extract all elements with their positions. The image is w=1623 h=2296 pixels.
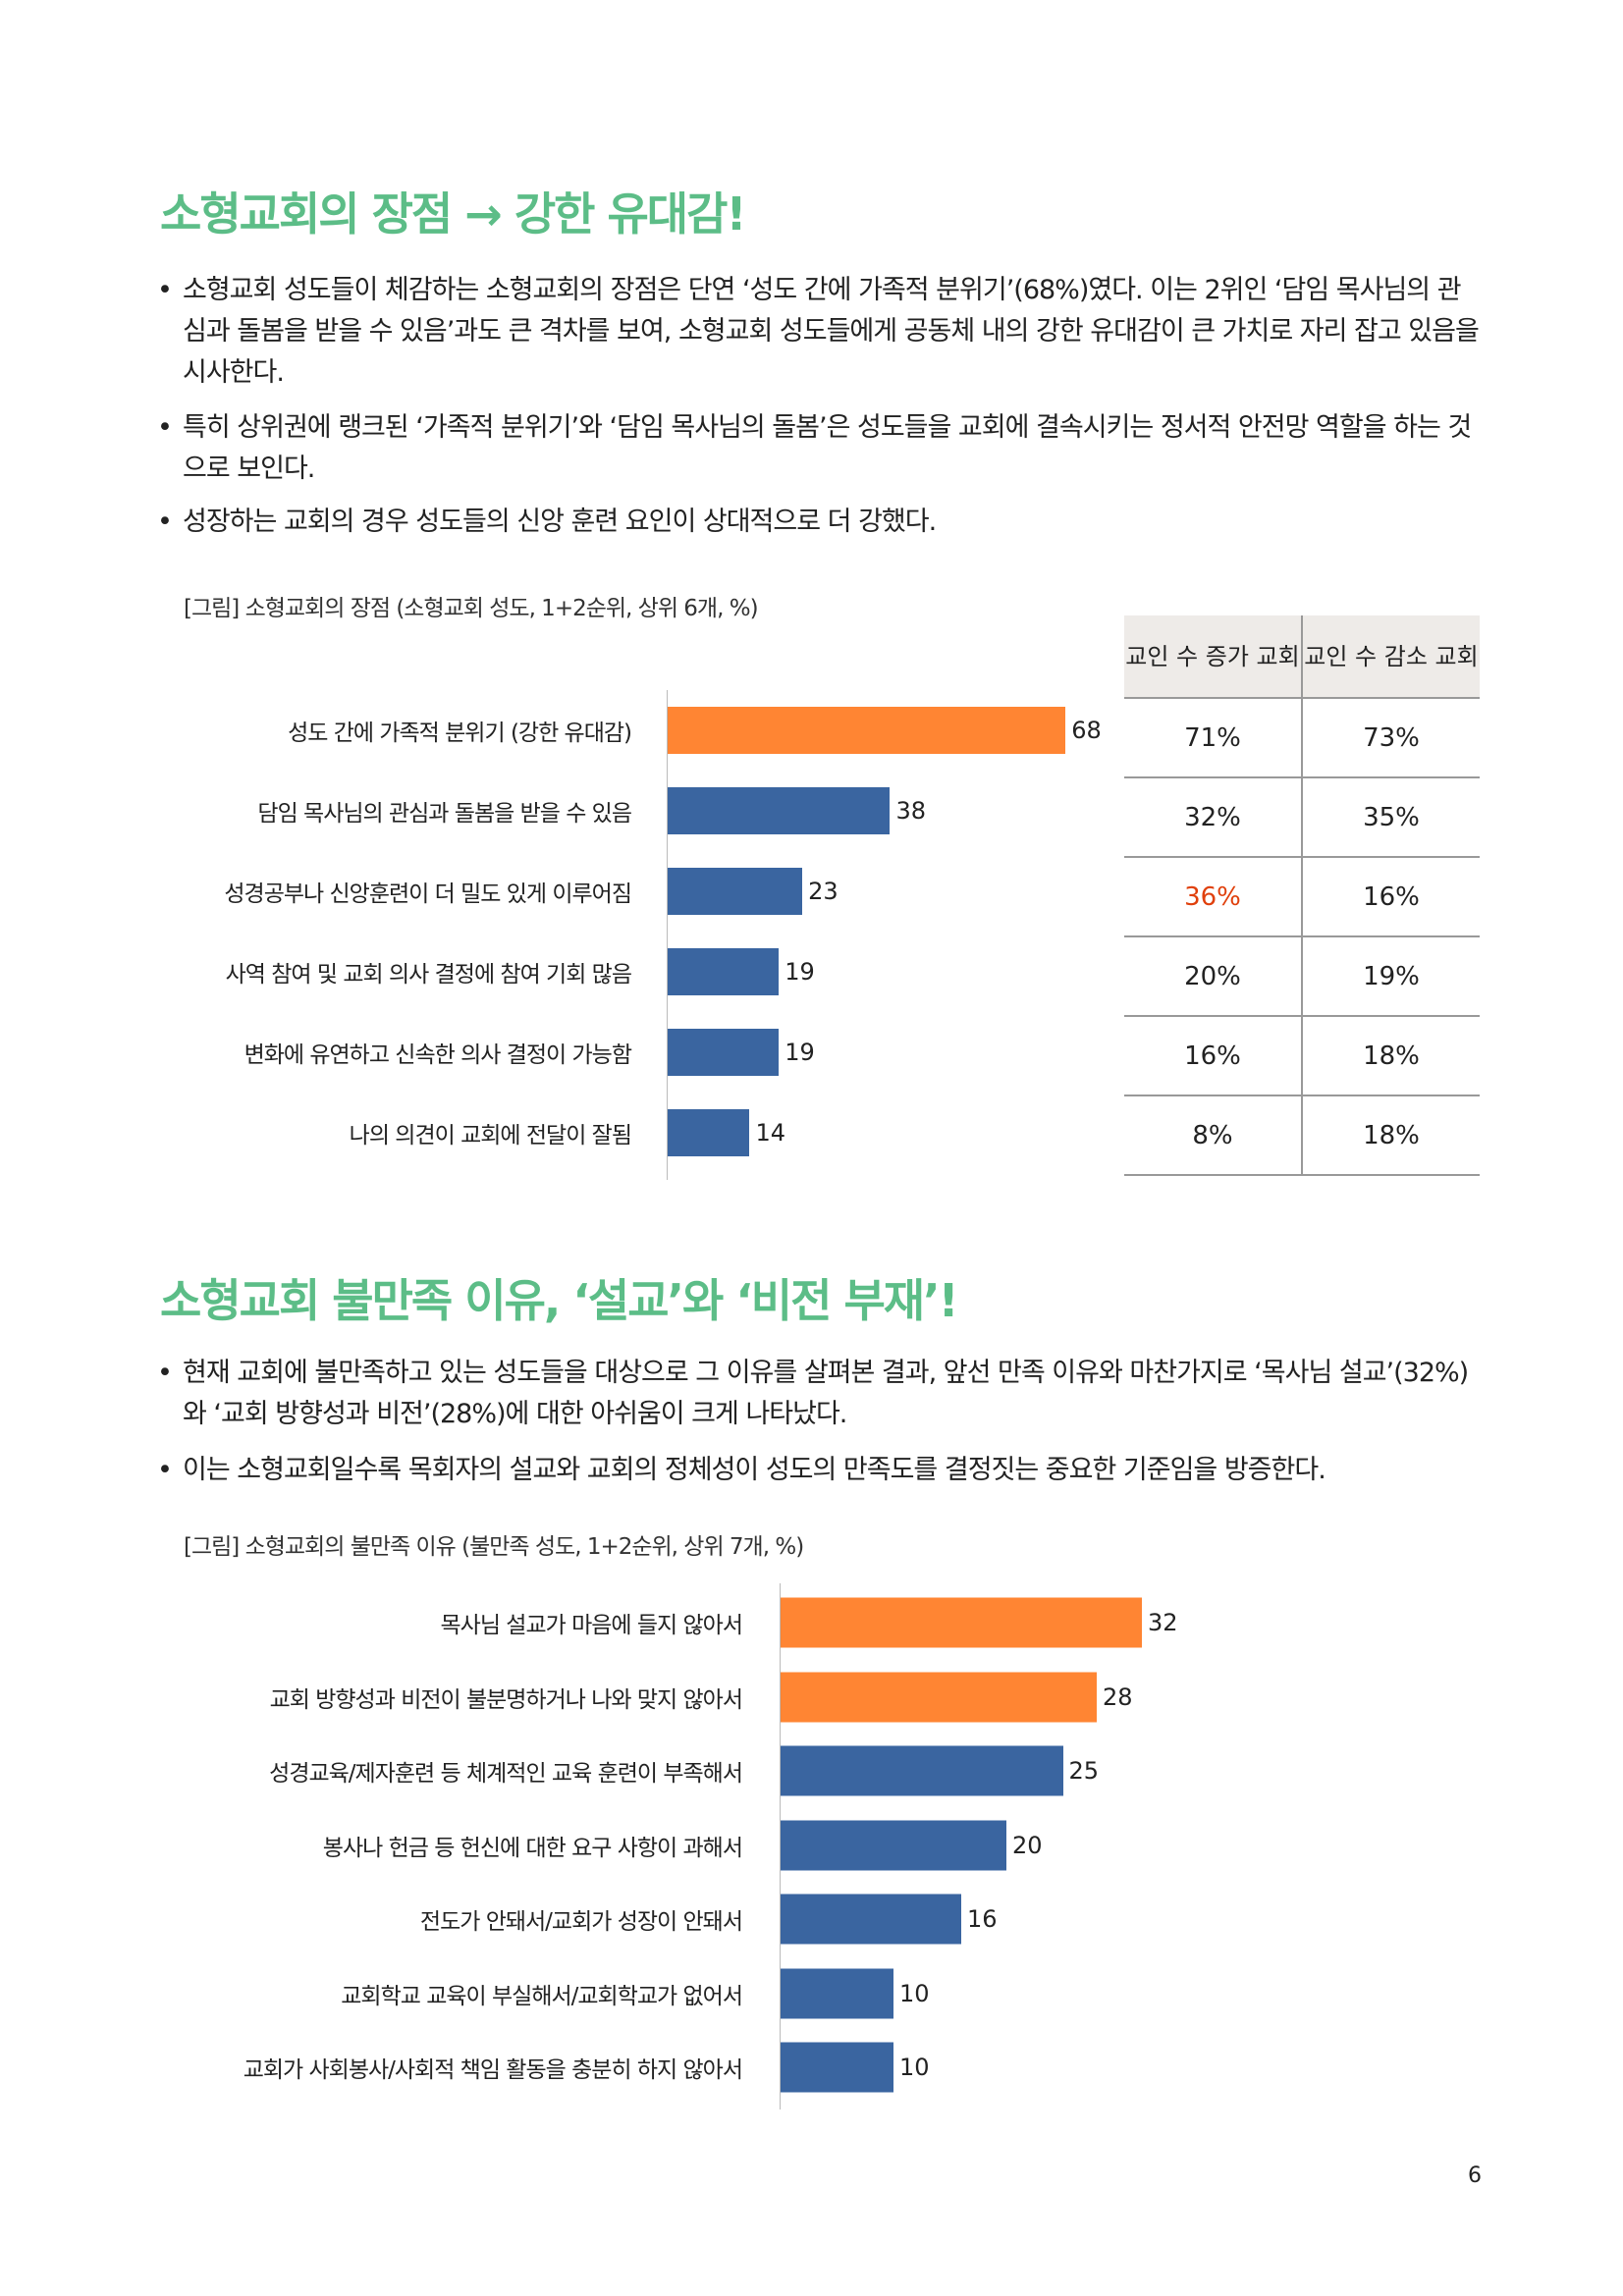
- section1-title: 소형교회의 장점 → 강한 유대감!: [160, 187, 746, 240]
- table-cell: 8%: [1124, 1095, 1303, 1176]
- table-cell: 36%: [1124, 857, 1303, 937]
- value-label: 25: [1068, 1757, 1100, 1785]
- category-label: 교회학교 교육이 부실해서/교회학교가 없어서: [341, 1983, 743, 2009]
- page-number: 6: [1468, 2163, 1482, 2188]
- value-label: 16: [967, 1905, 998, 1933]
- table-cell: 18%: [1302, 1016, 1480, 1096]
- table-row: 71% 73%: [1124, 698, 1480, 778]
- bar: [781, 1894, 961, 1945]
- table-cell: 71%: [1124, 698, 1303, 778]
- table-cell: 73%: [1302, 698, 1480, 778]
- bar: [668, 1109, 750, 1156]
- table-cell: 16%: [1124, 1016, 1303, 1096]
- comparison-table: 교인 수 증가 교회 교인 수 감소 교회 71% 73% 32% 35% 36% 16%…: [1124, 615, 1480, 1176]
- category-label: 성도 간에 가족적 분위기 (강한 유대감): [288, 721, 632, 746]
- bar: [781, 1745, 1063, 1796]
- table-header: 교인 수 감소 교회: [1302, 615, 1480, 699]
- table-cell: 20%: [1124, 936, 1303, 1017]
- table-cell: 32%: [1124, 777, 1303, 858]
- category-label: 교회 방향성과 비전이 불분명하거나 나와 맞지 않아서: [269, 1686, 743, 1713]
- table-row: 36% 16%: [1124, 857, 1480, 937]
- value-label: 20: [1012, 1831, 1043, 1859]
- category-label: 봉사나 헌금 등 헌신에 대한 요구 사항이 과해서: [322, 1835, 743, 1861]
- value-label: 28: [1103, 1682, 1133, 1711]
- table-cell: 16%: [1302, 857, 1480, 937]
- bullet: 특히 상위권에 랭크된 ‘가족적 분위기’와 ‘담임 목사님의 돌봄’은 성도들…: [157, 407, 1483, 490]
- table-row: 16% 18%: [1124, 1016, 1480, 1096]
- chart2-caption: [그림] 소형교회의 불만족 이유 (불만족 성도, 1+2순위, 상위 7개,…: [184, 1534, 804, 1560]
- table-row: 32% 35%: [1124, 777, 1480, 858]
- table-header: 교인 수 증가 교회: [1124, 615, 1303, 699]
- chart1-caption: [그림] 소형교회의 장점 (소형교회 성도, 1+2순위, 상위 6개, %): [184, 596, 759, 621]
- bullet: 이는 소형교회일수록 목회자의 설교와 교회의 정체성이 성도의 만족도를 결정…: [157, 1450, 1483, 1491]
- bullet: 소형교회 성도들이 체감하는 소형교회의 장점은 단연 ‘성도 간에 가족적 분…: [157, 270, 1483, 394]
- bar: [781, 2042, 893, 2093]
- table-cell: 18%: [1302, 1095, 1480, 1176]
- bar: [781, 1597, 1142, 1648]
- category-label: 변화에 유연하고 신속한 의사 결정이 가능함: [243, 1042, 632, 1068]
- bullet: 현재 교회에 불만족하고 있는 성도들을 대상으로 그 이유를 살펴본 결과, …: [157, 1353, 1483, 1435]
- value-label: 68: [1071, 717, 1102, 744]
- value-label: 32: [1148, 1609, 1178, 1636]
- bar: [781, 1672, 1097, 1722]
- category-label: 전도가 안돼서/교회가 성장이 안돼서: [419, 1909, 743, 1935]
- bar: [668, 707, 1066, 754]
- value-label: 38: [895, 797, 927, 825]
- bar: [668, 948, 780, 995]
- value-label: 10: [899, 2054, 930, 2081]
- category-label: 성경교육/제자훈련 등 체계적인 교육 훈련이 부족해서: [269, 1761, 743, 1787]
- table-row: 8% 18%: [1124, 1095, 1480, 1176]
- table-cell: 19%: [1302, 936, 1480, 1017]
- category-label: 교회가 사회봉사/사회적 책임 활동을 충분히 하지 않아서: [243, 2057, 743, 2083]
- bar: [668, 1029, 780, 1076]
- axis-line: [780, 1583, 781, 2109]
- bullet: 성장하는 교회의 경우 성도들의 신앙 훈련 요인이 상대적으로 더 강했다.: [157, 502, 1483, 543]
- category-label: 성경공부나 신앙훈련이 더 밀도 있게 이루어짐: [224, 881, 632, 907]
- value-label: 14: [755, 1119, 785, 1147]
- category-label: 사역 참여 및 교회 의사 결정에 참여 기회 많음: [225, 962, 632, 988]
- bar: [668, 868, 803, 915]
- value-label: 19: [784, 958, 815, 986]
- category-label: 담임 목사님의 관심과 돌봄을 받을 수 있음: [257, 801, 632, 827]
- axis-line: [667, 690, 668, 1180]
- category-label: 나의 의견이 교회에 전달이 잘됨: [349, 1123, 632, 1148]
- value-label: 19: [784, 1039, 815, 1066]
- bar: [781, 1820, 1006, 1870]
- section2-title: 소형교회 불만족 이유, ‘설교’와 ‘비전 부재’!: [160, 1274, 959, 1327]
- value-label: 23: [808, 878, 839, 905]
- bar: [668, 787, 891, 834]
- category-label: 목사님 설교가 마음에 들지 않아서: [440, 1613, 743, 1638]
- value-label: 10: [899, 1979, 930, 2007]
- bar: [781, 1968, 893, 2018]
- table-cell: 35%: [1302, 777, 1480, 858]
- table-row: 20% 19%: [1124, 936, 1480, 1017]
